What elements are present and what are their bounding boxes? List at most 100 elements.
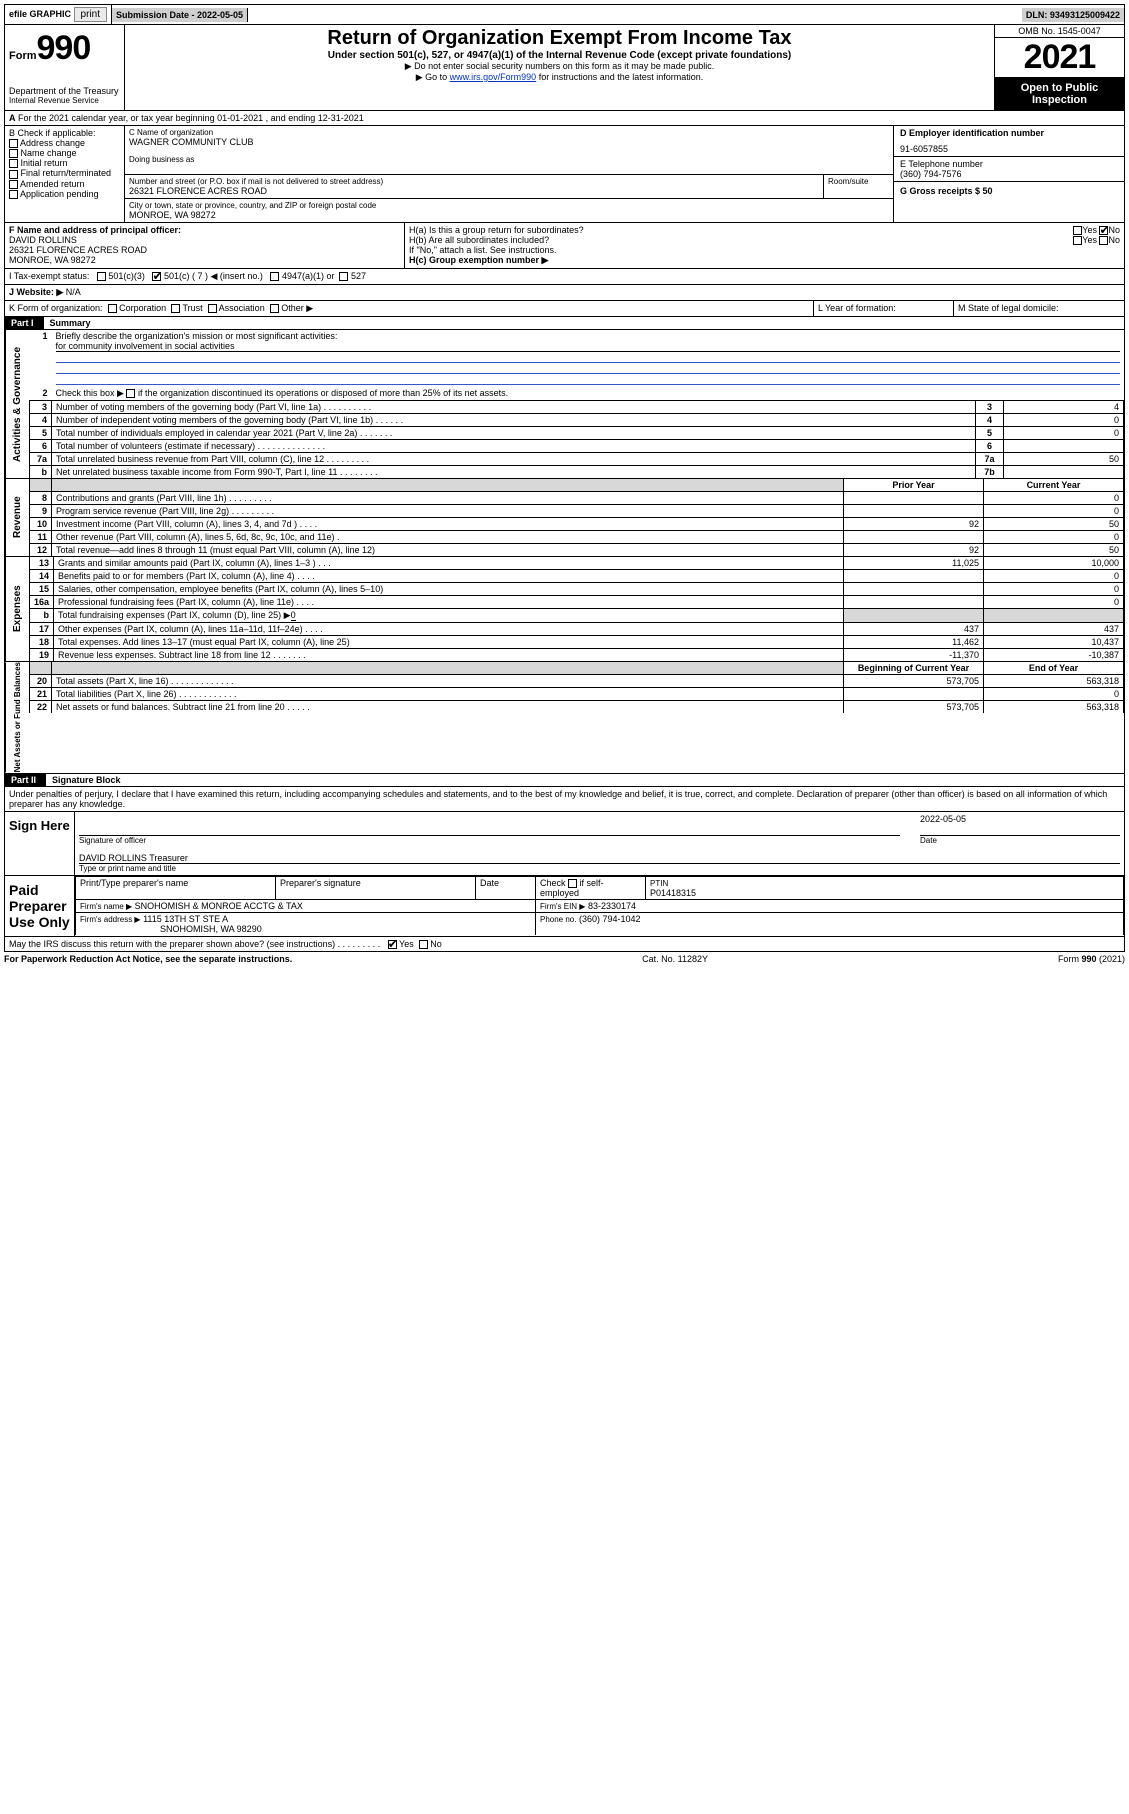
- org-city: MONROE, WA 98272: [129, 210, 889, 220]
- l3-value: 4: [1004, 401, 1124, 414]
- l6-label: Total number of volunteers (estimate if …: [52, 440, 976, 453]
- officer-addr1: 26321 FLORENCE ACRES ROAD: [9, 245, 400, 255]
- l14-label: Benefits paid to or for members (Part IX…: [54, 570, 844, 583]
- instructions-link[interactable]: www.irs.gov/Form990: [450, 72, 537, 82]
- cb-other[interactable]: [270, 304, 279, 313]
- line-klm: K Form of organization: Corporation Trus…: [4, 301, 1125, 317]
- ha-label: H(a) Is this a group return for subordin…: [409, 225, 584, 235]
- box-b-title: B Check if applicable:: [9, 128, 120, 138]
- activities-governance: Activities & Governance 1 Briefly descri…: [4, 330, 1125, 479]
- dept-label: Department of the Treasury: [9, 86, 120, 96]
- revenue-section: Revenue Prior YearCurrent Year 8Contribu…: [4, 479, 1125, 557]
- hc-label: H(c) Group exemption number ▶: [409, 255, 1120, 266]
- cb-ha-yes[interactable]: [1073, 226, 1082, 235]
- form-subtitle-1: Under section 501(c), 527, or 4947(a)(1)…: [133, 50, 986, 61]
- sign-here-block: Sign Here 2022-05-05 Signature of office…: [4, 812, 1125, 876]
- paid-preparer-label: Paid Preparer Use Only: [5, 876, 75, 936]
- c-name-label: C Name of organization: [129, 128, 889, 137]
- firm-name: Firm's name ▶ SNOHOMISH & MONROE ACCTG &…: [76, 899, 536, 912]
- l10-label: Investment income (Part VIII, column (A)…: [52, 518, 844, 531]
- part1-header: Part ISummary: [4, 317, 1125, 330]
- cb-application-pending[interactable]: [9, 190, 18, 199]
- cb-4947[interactable]: [270, 272, 279, 281]
- form-number: Form990: [9, 29, 120, 68]
- vlabel-revenue: Revenue: [5, 479, 29, 556]
- form-title: Return of Organization Exempt From Incom…: [133, 27, 986, 50]
- cb-ha-no[interactable]: [1099, 226, 1108, 235]
- l13-label: Grants and similar amounts paid (Part IX…: [54, 557, 844, 570]
- cb-address-change[interactable]: [9, 139, 18, 148]
- print-button[interactable]: print: [74, 7, 107, 22]
- l11-label: Other revenue (Part VIII, column (A), li…: [52, 531, 844, 544]
- l5-value: 0: [1004, 427, 1124, 440]
- efile-label: efile GRAPHIC print: [5, 5, 112, 24]
- l1-label: Briefly describe the organization's miss…: [56, 331, 338, 341]
- l12-label: Total revenue—add lines 8 through 11 (mu…: [52, 544, 844, 557]
- m-state: M State of legal domicile:: [954, 301, 1124, 316]
- cb-discontinued[interactable]: [126, 389, 135, 398]
- org-address: 26321 FLORENCE ACRES ROAD: [129, 186, 819, 196]
- firm-ein: Firm's EIN ▶ 83-2330174: [536, 899, 1124, 912]
- vlabel-expenses: Expenses: [5, 557, 29, 661]
- l17-label: Other expenses (Part IX, column (A), lin…: [54, 623, 844, 636]
- cb-initial-return[interactable]: [9, 159, 18, 168]
- form-subtitle-2: ▶ Do not enter social security numbers o…: [133, 61, 986, 72]
- footer-left: For Paperwork Reduction Act Notice, see …: [4, 954, 292, 964]
- l9-label: Program service revenue (Part VIII, line…: [52, 505, 844, 518]
- prep-self-emp: Check if self-employed: [536, 876, 646, 899]
- l16b-label: Total fundraising expenses (Part IX, col…: [54, 609, 844, 623]
- cb-501c3[interactable]: [97, 272, 106, 281]
- cb-amended-return[interactable]: [9, 180, 18, 189]
- dln-label: DLN: 93493125009422: [1022, 8, 1124, 22]
- header-block: B Check if applicable: Address change Na…: [4, 126, 1125, 223]
- omb-number: OMB No. 1545-0047: [995, 25, 1124, 38]
- g-receipts: G Gross receipts $ 50: [900, 186, 993, 196]
- cb-discuss-yes[interactable]: [388, 940, 397, 949]
- room-suite-label: Room/suite: [823, 175, 893, 198]
- cb-527[interactable]: [339, 272, 348, 281]
- l18-label: Total expenses. Add lines 13–17 (must eq…: [54, 636, 844, 649]
- net-assets-section: Net Assets or Fund Balances Beginning of…: [4, 662, 1125, 773]
- cb-name-change[interactable]: [9, 149, 18, 158]
- e-phone-label: E Telephone number: [900, 159, 1118, 169]
- form-header: Form990 Department of the Treasury Inter…: [4, 25, 1125, 111]
- cb-trust[interactable]: [171, 304, 180, 313]
- cb-corp[interactable]: [108, 304, 117, 313]
- part2-header: Part IISignature Block: [4, 774, 1125, 787]
- vlabel-net: Net Assets or Fund Balances: [5, 662, 29, 772]
- sign-here-label: Sign Here: [5, 812, 75, 875]
- mission-text: for community involvement in social acti…: [56, 341, 1120, 352]
- vlabel-governance: Activities & Governance: [5, 330, 29, 478]
- cb-final-return[interactable]: [9, 170, 18, 179]
- prep-name-hdr: Print/Type preparer's name: [76, 876, 276, 899]
- firm-phone: Phone no. (360) 794-1042: [536, 912, 1124, 935]
- cb-hb-no[interactable]: [1099, 236, 1108, 245]
- cb-discuss-no[interactable]: [419, 940, 428, 949]
- officer-print-name: DAVID ROLLINS Treasurer: [79, 853, 1120, 864]
- l-year: L Year of formation:: [814, 301, 954, 316]
- line-j: J Website: ▶ N/A: [4, 285, 1125, 301]
- cb-assoc[interactable]: [208, 304, 217, 313]
- hb-label: H(b) Are all subordinates included?: [409, 235, 549, 245]
- officer-addr2: MONROE, WA 98272: [9, 255, 400, 265]
- l15-label: Salaries, other compensation, employee b…: [54, 583, 844, 596]
- tax-year: 2021: [995, 38, 1124, 78]
- cb-hb-yes[interactable]: [1073, 236, 1082, 245]
- hb-note: If "No," attach a list. See instructions…: [409, 245, 1120, 255]
- date-label: Date: [920, 836, 1120, 845]
- expenses-section: Expenses 13Grants and similar amounts pa…: [4, 557, 1125, 662]
- line-i: I Tax-exempt status: 501(c)(3) 501(c) ( …: [4, 269, 1125, 285]
- l19-label: Revenue less expenses. Subtract line 18 …: [54, 649, 844, 662]
- line-a: A For the 2021 calendar year, or tax yea…: [4, 111, 1125, 126]
- cb-501c[interactable]: [152, 272, 161, 281]
- l16a-label: Professional fundraising fees (Part IX, …: [54, 596, 844, 609]
- submission-date: Submission Date - 2022-05-05: [112, 8, 248, 22]
- cb-self-employed[interactable]: [568, 879, 577, 888]
- l22-label: Net assets or fund balances. Subtract li…: [52, 701, 844, 714]
- l2-label: Check this box ▶ Check this box ▶ if the…: [52, 387, 1124, 401]
- l3-label: Number of voting members of the governin…: [52, 401, 976, 414]
- firm-address: Firm's address ▶ 1115 13TH ST STE ASNOHO…: [76, 912, 536, 935]
- top-bar: efile GRAPHIC print Submission Date - 20…: [4, 4, 1125, 25]
- l5-label: Total number of individuals employed in …: [52, 427, 976, 440]
- footer-mid: Cat. No. 11282Y: [642, 954, 708, 964]
